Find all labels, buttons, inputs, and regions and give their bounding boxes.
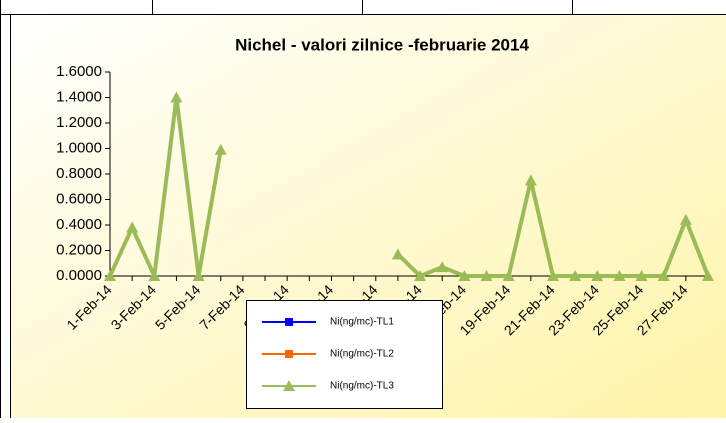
- y-tick-label: 0.2000: [56, 241, 102, 258]
- legend-marker: [285, 350, 293, 358]
- legend-marker: [283, 380, 295, 391]
- marker: [436, 261, 449, 273]
- legend-marker: [285, 318, 293, 326]
- marker: [635, 270, 648, 281]
- marker: [657, 270, 670, 281]
- marker: [192, 270, 205, 281]
- marker: [480, 270, 493, 281]
- y-tick-label: 0.0000: [56, 267, 102, 284]
- y-tick-label: 1.4000: [56, 88, 102, 105]
- y-tick-label: 1.6000: [56, 63, 102, 80]
- legend-label: Ni(ng/mc)-TL3: [330, 381, 394, 392]
- marker: [391, 248, 404, 260]
- y-tick-label: 1.0000: [56, 139, 102, 156]
- y-tick-label: 1.2000: [56, 114, 102, 131]
- legend: Ni(ng/mc)-TL1 Ni(ng/mc)-TL2 Ni(ng/mc)-TL3: [246, 300, 443, 409]
- legend-box: [246, 300, 443, 409]
- marker: [104, 270, 116, 281]
- marker: [679, 213, 692, 225]
- marker: [524, 174, 537, 186]
- marker: [148, 270, 161, 281]
- marker: [170, 91, 183, 103]
- marker: [414, 270, 427, 281]
- chart-title: Nichel - valori zilnice -februarie 2014: [235, 35, 529, 54]
- y-tick-label: 0.4000: [56, 216, 102, 233]
- marker: [702, 270, 714, 281]
- y-tick-label: 0.8000: [56, 165, 102, 182]
- marker: [546, 270, 559, 281]
- marker: [458, 270, 471, 281]
- marker: [569, 270, 582, 281]
- marker: [613, 270, 626, 281]
- marker: [502, 270, 515, 281]
- legend-label: Ni(ng/mc)-TL1: [330, 317, 394, 328]
- marker: [214, 143, 227, 155]
- marker: [126, 221, 139, 233]
- y-tick-label: 0.6000: [56, 190, 102, 207]
- marker: [591, 270, 604, 281]
- legend-label: Ni(ng/mc)-TL2: [330, 349, 394, 360]
